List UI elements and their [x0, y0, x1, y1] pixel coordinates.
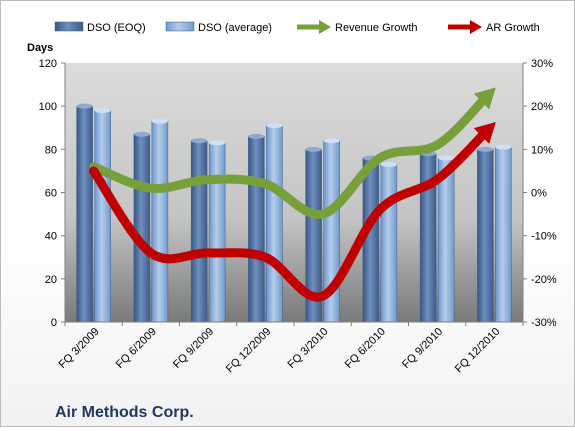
- legend-arrow-revenue-growth: [319, 20, 331, 34]
- legend-label-dso-average: DSO (average): [198, 22, 272, 34]
- y-right-tick-label: 30%: [531, 58, 553, 70]
- x-tick-label: FQ 12/2010: [453, 326, 503, 376]
- legend-swatch-dso-average: [165, 21, 195, 32]
- bar-cap-dso-average: [380, 161, 397, 167]
- legend-label-ar-growth: AR Growth: [486, 22, 540, 34]
- y-left-tick-label: 20: [45, 274, 57, 286]
- legend-swatch-dso-eoq: [54, 21, 84, 32]
- bar-cap-dso-average: [209, 140, 226, 146]
- bar-dso-eoq: [190, 140, 208, 323]
- y-right-tick-label: -10%: [531, 231, 557, 243]
- y-left-tick-label: 100: [39, 101, 57, 113]
- y-right-tick-label: 10%: [531, 144, 553, 156]
- bar-cap-dso-eoq: [477, 146, 494, 152]
- x-tick-label: FQ 3/2010: [286, 326, 331, 371]
- bar-cap-dso-eoq: [76, 103, 93, 109]
- y-left-tick-label: 40: [45, 231, 57, 243]
- bar-cap-dso-average: [323, 138, 340, 144]
- bar-dso-eoq: [76, 105, 93, 323]
- y-right-tick-label: -20%: [531, 274, 557, 286]
- line-revenue-growth: [89, 91, 492, 219]
- y-right-tick-label: 20%: [531, 101, 553, 113]
- x-tick-label: FQ 9/2010: [400, 326, 445, 371]
- y-left-tick-label: 60: [45, 188, 57, 200]
- bar-cap-dso-eoq: [191, 138, 208, 144]
- bar-cap-dso-average: [94, 107, 111, 113]
- bar-cap-dso-eoq: [305, 146, 322, 152]
- legend-arrow-ar-growth: [470, 20, 482, 34]
- x-tick-label: FQ 3/2009: [57, 326, 102, 371]
- chart-title: Air Methods Corp.: [55, 404, 194, 421]
- x-tick-label: FQ 6/2010: [343, 326, 388, 371]
- line-ar-growth: [89, 126, 492, 302]
- bar-dso-average: [151, 121, 169, 323]
- y-left-axis-title: Days: [27, 42, 53, 54]
- legend-label-revenue-growth: Revenue Growth: [335, 22, 418, 34]
- bar-dso-average: [208, 142, 226, 323]
- bar-dso-average: [380, 164, 398, 323]
- y-left-tick-label: 0: [51, 317, 57, 329]
- bar-dso-average: [495, 146, 512, 323]
- arrowhead-revenue-growth: [473, 87, 496, 110]
- arrowhead-ar-growth: [473, 122, 496, 144]
- legend-label-dso-eoq: DSO (EOQ): [87, 22, 146, 34]
- x-tick-label: FQ 6/2009: [114, 326, 159, 371]
- bar-cap-dso-eoq: [133, 131, 150, 137]
- bar-dso-eoq: [133, 133, 151, 323]
- bar-cap-dso-average: [151, 118, 168, 124]
- bar-cap-dso-average: [266, 123, 283, 129]
- bar-dso-average: [94, 110, 111, 323]
- bar-dso-average: [266, 125, 283, 323]
- x-tick-label: FQ 12/2009: [224, 326, 274, 376]
- legend: DSO (EOQ) DSO (average) Revenue Growth AR G…: [54, 20, 540, 34]
- y-right-tick-label: -30%: [531, 317, 557, 329]
- y-left-tick-label: 80: [45, 144, 57, 156]
- bar-dso-eoq: [477, 149, 494, 323]
- y-right-tick-label: 0%: [531, 188, 547, 200]
- bar-cap-dso-eoq: [248, 133, 265, 139]
- bar-dso-eoq: [248, 136, 265, 323]
- y-left-tick-label: 120: [39, 58, 57, 70]
- bar-cap-dso-average: [438, 155, 455, 161]
- x-tick-label: FQ 9/2009: [171, 326, 216, 371]
- bar-cap-dso-average: [495, 144, 512, 150]
